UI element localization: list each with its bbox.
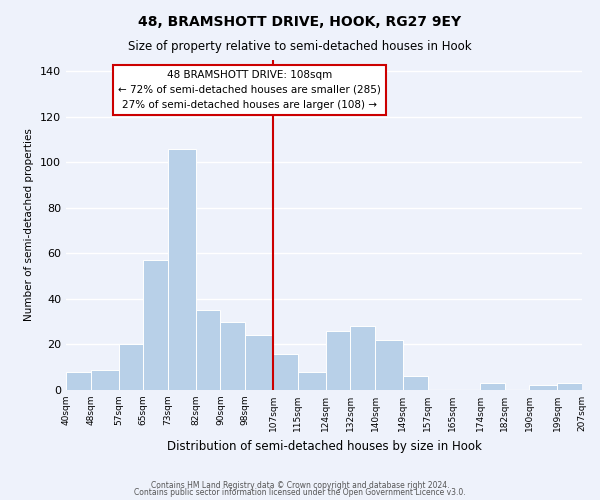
- Text: Contains public sector information licensed under the Open Government Licence v3: Contains public sector information licen…: [134, 488, 466, 497]
- Bar: [403, 376, 428, 390]
- Bar: [143, 260, 168, 390]
- Bar: [350, 326, 375, 390]
- Text: Contains HM Land Registry data © Crown copyright and database right 2024.: Contains HM Land Registry data © Crown c…: [151, 480, 449, 490]
- Bar: [375, 340, 403, 390]
- Bar: [480, 383, 505, 390]
- Bar: [245, 336, 273, 390]
- Bar: [557, 383, 582, 390]
- Bar: [119, 344, 143, 390]
- Bar: [196, 310, 220, 390]
- Bar: [220, 322, 245, 390]
- Bar: [273, 354, 298, 390]
- Bar: [326, 331, 350, 390]
- Y-axis label: Number of semi-detached properties: Number of semi-detached properties: [25, 128, 34, 322]
- Bar: [91, 370, 119, 390]
- Bar: [529, 386, 557, 390]
- Text: 48, BRAMSHOTT DRIVE, HOOK, RG27 9EY: 48, BRAMSHOTT DRIVE, HOOK, RG27 9EY: [139, 15, 461, 29]
- X-axis label: Distribution of semi-detached houses by size in Hook: Distribution of semi-detached houses by …: [167, 440, 481, 452]
- Bar: [298, 372, 326, 390]
- Bar: [168, 149, 196, 390]
- Text: 48 BRAMSHOTT DRIVE: 108sqm
← 72% of semi-detached houses are smaller (285)
27% o: 48 BRAMSHOTT DRIVE: 108sqm ← 72% of semi…: [118, 70, 380, 110]
- Bar: [66, 372, 91, 390]
- Text: Size of property relative to semi-detached houses in Hook: Size of property relative to semi-detach…: [128, 40, 472, 53]
